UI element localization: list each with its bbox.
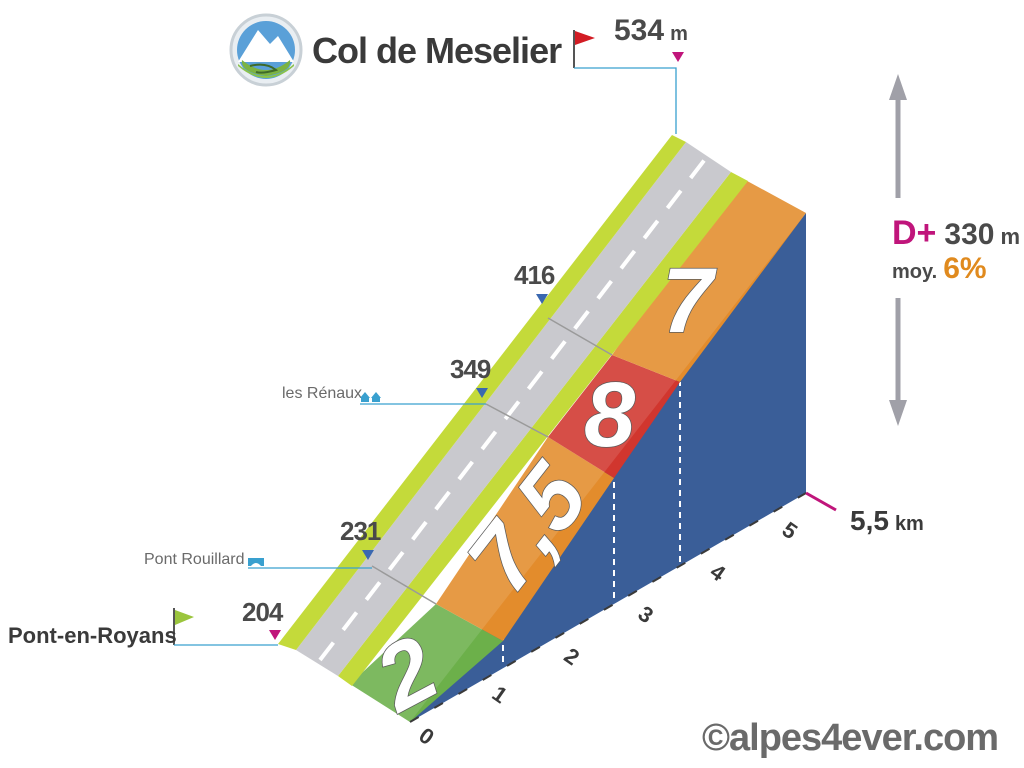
- road-divider-3: [547, 317, 613, 356]
- waypoint-altitude-349: 349: [450, 354, 491, 384]
- segment-grade-4: 7: [662, 250, 717, 352]
- start-name: Pont-en-Royans: [8, 623, 177, 648]
- elevation-gain: D+ 330 m: [892, 214, 1020, 252]
- waypoint-marker-231-icon: [362, 550, 374, 560]
- col-name: Col de Meselier: [312, 30, 562, 71]
- start-marker-icon: [269, 630, 281, 640]
- segment-band-4: [612, 176, 806, 382]
- start-altitude: 204: [242, 597, 284, 627]
- summit-marker-icon: [672, 52, 684, 62]
- waypoint-altitude-416: 416: [514, 260, 555, 290]
- km-tick-5: 5: [778, 517, 802, 545]
- total-distance: 5,5 km: [850, 505, 924, 536]
- average-gradient: moy. 6%: [892, 252, 987, 285]
- km-tick-2: 2: [560, 643, 584, 671]
- elevation-gain-arrow-icon: [889, 74, 907, 426]
- segment-band-3: [548, 355, 680, 478]
- road-divider-1: [371, 565, 437, 605]
- km-tick-1: 1: [488, 681, 512, 709]
- km-tick-0: 0: [414, 722, 438, 750]
- waypoint-marker-416-icon: [536, 294, 548, 304]
- waypoint-label-les-renaux: les Rénaux: [282, 385, 362, 402]
- waypoint-label-pont-rouillard: Pont Rouillard: [144, 551, 245, 568]
- segment-band-highlight: [350, 176, 806, 722]
- summit-leader-line: [574, 67, 677, 134]
- bridge-icon: [248, 558, 264, 566]
- distance-end-marker: [805, 491, 837, 512]
- segment-band-1: [350, 604, 503, 722]
- km-axis-line: [409, 492, 807, 723]
- summit-logo-icon: [229, 13, 303, 87]
- inner-verge: [338, 172, 748, 686]
- copyright-text: ©alpes4ever.com: [702, 717, 998, 759]
- waypoint-marker-349-icon: [476, 388, 488, 398]
- summit-altitude: 534 m: [614, 14, 688, 47]
- start-flag-icon: [173, 608, 194, 645]
- houses-icon: [360, 392, 381, 402]
- summit-flag-icon: [573, 30, 595, 68]
- road-center-line: [318, 156, 708, 662]
- waypoint-altitude-231: 231: [340, 516, 381, 546]
- road-divider-2: [485, 403, 549, 438]
- km-tick-4: 4: [706, 559, 731, 587]
- segment-grade-3: 8: [584, 364, 636, 466]
- km-tick-3: 3: [634, 601, 658, 629]
- segment-band-2: [436, 437, 614, 641]
